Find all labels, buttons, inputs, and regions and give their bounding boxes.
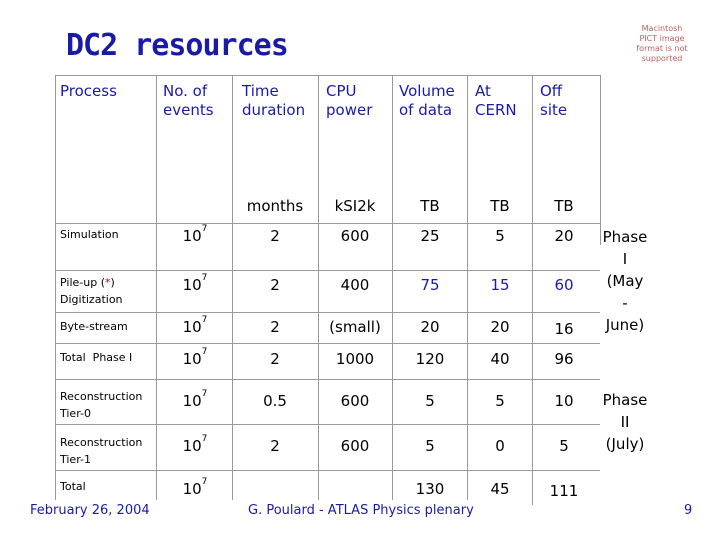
cell-cpu: (small) [329,318,381,336]
table-row-divider [55,223,600,224]
cell-time: 2 [270,276,280,294]
cell-offsite: 60 [554,276,574,294]
footer-presenter: G. Poulard - ATLAS Physics plenary [248,503,474,518]
phase-2-note: Phase II (July) [602,391,648,453]
cell-time: 2 [270,227,280,245]
cell-cpu: 400 [340,276,370,294]
unit-time: months [246,197,304,215]
unit-cpu: kSI2k [334,197,376,215]
table-divider [467,75,468,500]
unsupported-image-placeholder: Macintosh PICT image format is not suppo… [636,24,688,63]
table-divider [318,75,319,500]
table-row-divider [55,424,600,425]
cell-volume: 5 [425,392,435,410]
cell-offsite: 10 [554,392,574,410]
cell-volume: 5 [425,437,435,455]
header-cpu: CPU power [326,82,373,119]
row-label-pileup: Pile-up (*) Digitization [60,276,123,306]
table-divider [532,75,533,505]
cell-cpu: 600 [340,392,370,410]
unit-offsite: TB [554,197,574,215]
slide-title: DC2 resources [66,28,289,63]
header-events: No. of events [163,82,214,119]
cell-cpu: 600 [340,227,370,245]
table-divider [232,75,233,500]
cell-time: 2 [270,350,280,368]
cell-events: 107 [182,347,208,368]
cell-events: 107 [182,315,208,336]
row-label-bytestream: Byte-stream [60,320,128,333]
table-row-divider [55,270,600,271]
cell-cern: 40 [490,350,510,368]
slide-number: 9 [684,503,693,518]
header-offsite: Off site [540,82,568,119]
header-time: Time duration [242,82,306,119]
header-process: Process [60,82,117,100]
cell-cpu: 600 [340,437,370,455]
cell-time: 2 [270,437,280,455]
cell-cpu: 1000 [335,350,375,368]
cell-offsite: 111 [549,482,579,500]
cell-time: 0.5 [263,392,287,410]
cell-offsite: 16 [554,320,574,338]
cell-offsite: 20 [554,227,574,245]
cell-cern: 0 [495,437,505,455]
cell-time: 2 [270,318,280,336]
cell-offsite: 5 [559,437,569,455]
row-label-total-phase1: Total Phase I [60,351,133,364]
phase-1-note: Phase I (May - June) [602,228,648,334]
cell-cern: 20 [490,318,510,336]
unit-cern: TB [490,197,510,215]
table-row-divider [55,379,600,380]
cell-volume: 120 [415,350,445,368]
table-row-divider [55,343,600,344]
footer-date: February 26, 2004 [30,503,150,518]
row-label-reco-tier0: Reconstruction Tier-0 [60,390,143,420]
unit-volume: TB [420,197,440,215]
cell-cern: 5 [495,392,505,410]
cell-cern: 5 [495,227,505,245]
row-label-total: Total [60,480,86,493]
cell-volume: 130 [415,480,445,498]
cell-cern: 15 [490,276,510,294]
cell-events: 107 [182,224,208,245]
row-label-simulation: Simulation [60,228,119,241]
table-row-divider [55,312,600,313]
header-cern: At CERN [475,82,517,119]
cell-offsite: 96 [554,350,574,368]
table-divider [156,75,157,500]
table-border-right [600,75,601,245]
table-divider [392,75,393,500]
cell-events: 107 [182,477,208,498]
table-border-top [55,75,600,76]
cell-volume: 25 [420,227,440,245]
cell-volume: 75 [420,276,440,294]
row-label-reco-tier1: Reconstruction Tier-1 [60,436,143,466]
cell-cern: 45 [490,480,510,498]
cell-events: 107 [182,434,208,455]
table-border-left [55,75,56,500]
header-volume: Volume of data [399,82,455,119]
cell-events: 107 [182,273,208,294]
table-row-divider [55,470,600,471]
cell-volume: 20 [420,318,440,336]
cell-events: 107 [182,389,208,410]
